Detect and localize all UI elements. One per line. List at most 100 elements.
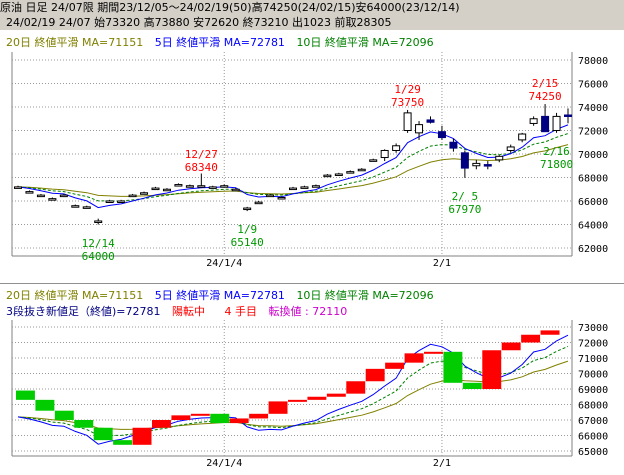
annotation-low-feb5-date: 2/ 5 bbox=[452, 190, 479, 203]
bottom-axis-tick-label: 69000 bbox=[578, 385, 608, 396]
new-price-brick bbox=[16, 390, 35, 400]
new-price-brick bbox=[249, 413, 269, 419]
candle-body bbox=[426, 119, 435, 123]
annotation-low-dec14-date: 12/14 bbox=[82, 237, 115, 250]
bottom-axis-tick-label: 71000 bbox=[578, 354, 608, 365]
annotation-low-feb16-date: 2/16 bbox=[543, 145, 570, 158]
candle-body bbox=[506, 146, 515, 151]
annotation-high-feb15-date: 2/15 bbox=[532, 77, 559, 90]
candle-body bbox=[174, 184, 183, 187]
top-axis-tick-label: 74000 bbox=[578, 103, 608, 114]
bottom-x-tick-label: 2/1 bbox=[433, 458, 451, 469]
candle-body bbox=[105, 200, 114, 203]
candle-body bbox=[483, 164, 492, 167]
new-price-brick bbox=[443, 351, 463, 383]
new-price-brick bbox=[307, 396, 327, 400]
new-price-brick bbox=[404, 353, 424, 363]
top-axis-tick-label: 62000 bbox=[578, 244, 608, 255]
candle-body bbox=[254, 201, 263, 205]
ma5-line bbox=[17, 124, 569, 209]
candle-body bbox=[541, 115, 550, 133]
top-axis-tick-label: 78000 bbox=[578, 56, 608, 67]
candle-body bbox=[357, 168, 366, 172]
candle-body bbox=[518, 133, 527, 141]
candle-body bbox=[220, 185, 229, 188]
new-price-brick bbox=[424, 351, 443, 354]
kagi-status: 陽転中 bbox=[172, 305, 205, 318]
new-price-brick bbox=[74, 420, 94, 428]
candle-body bbox=[552, 115, 561, 132]
ma5-legend: 5日 終値平滑 MA=72781 bbox=[154, 36, 285, 49]
annotation-high-dec27-date: 12/27 bbox=[185, 148, 218, 161]
top-axis-tick-label: 76000 bbox=[578, 80, 608, 91]
new-price-brick bbox=[385, 362, 405, 369]
new-price-brick bbox=[268, 401, 288, 414]
top-axis-tick-label: 66000 bbox=[578, 197, 608, 208]
candle-body bbox=[59, 194, 68, 198]
new-price-brick bbox=[346, 381, 366, 394]
candle-body bbox=[162, 188, 171, 192]
ma20-legend: 20日 終値平滑 MA=71151 bbox=[6, 36, 144, 49]
ma20-legend-bottom: 20日 終値平滑 MA=71151 bbox=[6, 289, 144, 302]
candle-body bbox=[36, 194, 45, 198]
new-price-brick bbox=[482, 350, 502, 389]
candle-body bbox=[311, 185, 320, 188]
candle-body bbox=[415, 124, 424, 134]
candle-body bbox=[151, 187, 160, 191]
new-price-brick bbox=[113, 440, 133, 445]
candle-body bbox=[403, 112, 412, 131]
bottom-ma5-line bbox=[17, 334, 569, 445]
ma-legend-bottom: 20日 終値平滑 MA=71151 5日 終値平滑 MA=72781 10日 終… bbox=[6, 289, 434, 303]
candle-body bbox=[369, 159, 378, 162]
candle-body bbox=[460, 152, 469, 169]
annotation-low-jan9-value: 65140 bbox=[231, 236, 264, 249]
annotation-high-feb15-value: 74250 bbox=[529, 90, 562, 103]
chart-header-title: 原油 日足 24/07限 期間23/12/05～24/02/19(50)高742… bbox=[0, 0, 624, 16]
candle-body bbox=[392, 145, 401, 151]
kagi-legend: 3段抜き新値足（終値)=72781 陽転中 4 手目 転換値 : 72110 bbox=[6, 305, 347, 319]
top-axis-tick-label: 72000 bbox=[578, 127, 608, 138]
candle-body bbox=[323, 174, 332, 178]
bottom-axis-tick-label: 66000 bbox=[578, 432, 608, 443]
candle-body bbox=[128, 194, 137, 198]
new-price-brick bbox=[171, 415, 191, 420]
new-price-brick bbox=[288, 399, 307, 402]
panel-separator bbox=[0, 283, 624, 284]
ma10-legend-bottom: 10日 終値平滑 MA=72096 bbox=[296, 289, 434, 302]
annotation-high-jan29-value: 73750 bbox=[391, 96, 424, 109]
top-axis-tick-label: 64000 bbox=[578, 221, 608, 232]
new-price-brick bbox=[501, 342, 521, 351]
new-price-brick bbox=[365, 368, 385, 382]
top-axis-tick-label: 68000 bbox=[578, 174, 608, 185]
annotation-low-jan9-date: 1/9 bbox=[237, 223, 257, 236]
annotation-low-feb5-value: 67970 bbox=[448, 203, 481, 216]
candle-body bbox=[495, 155, 504, 161]
candle-body bbox=[346, 171, 355, 174]
top-axis-tick-label: 70000 bbox=[578, 150, 608, 161]
top-x-tick-label: 24/1/4 bbox=[206, 258, 242, 269]
ma10-line bbox=[17, 133, 569, 202]
candle-body bbox=[277, 196, 286, 200]
candle-body bbox=[48, 198, 57, 201]
new-price-brick bbox=[190, 413, 210, 416]
header-ohlc-text: 24/02/19 24/07 始73320 高73880 安72620 終732… bbox=[6, 16, 392, 29]
bottom-axis-tick-label: 73000 bbox=[578, 323, 608, 334]
annotation-low-feb16-value: 71800 bbox=[540, 158, 573, 171]
ma5-legend-bottom: 5日 終値平滑 MA=72781 bbox=[154, 289, 285, 302]
kagi-label: 3段抜き新値足（終値)=72781 bbox=[6, 305, 161, 318]
candle-body bbox=[300, 186, 309, 189]
ma10-legend: 10日 終値平滑 MA=72096 bbox=[296, 36, 434, 49]
candle-body bbox=[231, 188, 240, 192]
new-price-brick bbox=[326, 393, 346, 397]
candle-body bbox=[94, 220, 103, 223]
new-price-brick bbox=[35, 399, 55, 411]
new-price-brick bbox=[521, 334, 541, 343]
candle-body bbox=[82, 206, 91, 209]
annotation-low-dec14-value: 64000 bbox=[82, 250, 115, 263]
bottom-axis-tick-label: 72000 bbox=[578, 339, 608, 350]
bottom-axis-tick-label: 67000 bbox=[578, 416, 608, 427]
header-period-text: 原油 日足 24/07限 期間23/12/05～24/02/19(50)高742… bbox=[0, 1, 460, 14]
candle-body bbox=[208, 186, 217, 189]
chart-header-ohlc: 24/02/19 24/07 始73320 高73880 安72620 終732… bbox=[0, 15, 624, 30]
